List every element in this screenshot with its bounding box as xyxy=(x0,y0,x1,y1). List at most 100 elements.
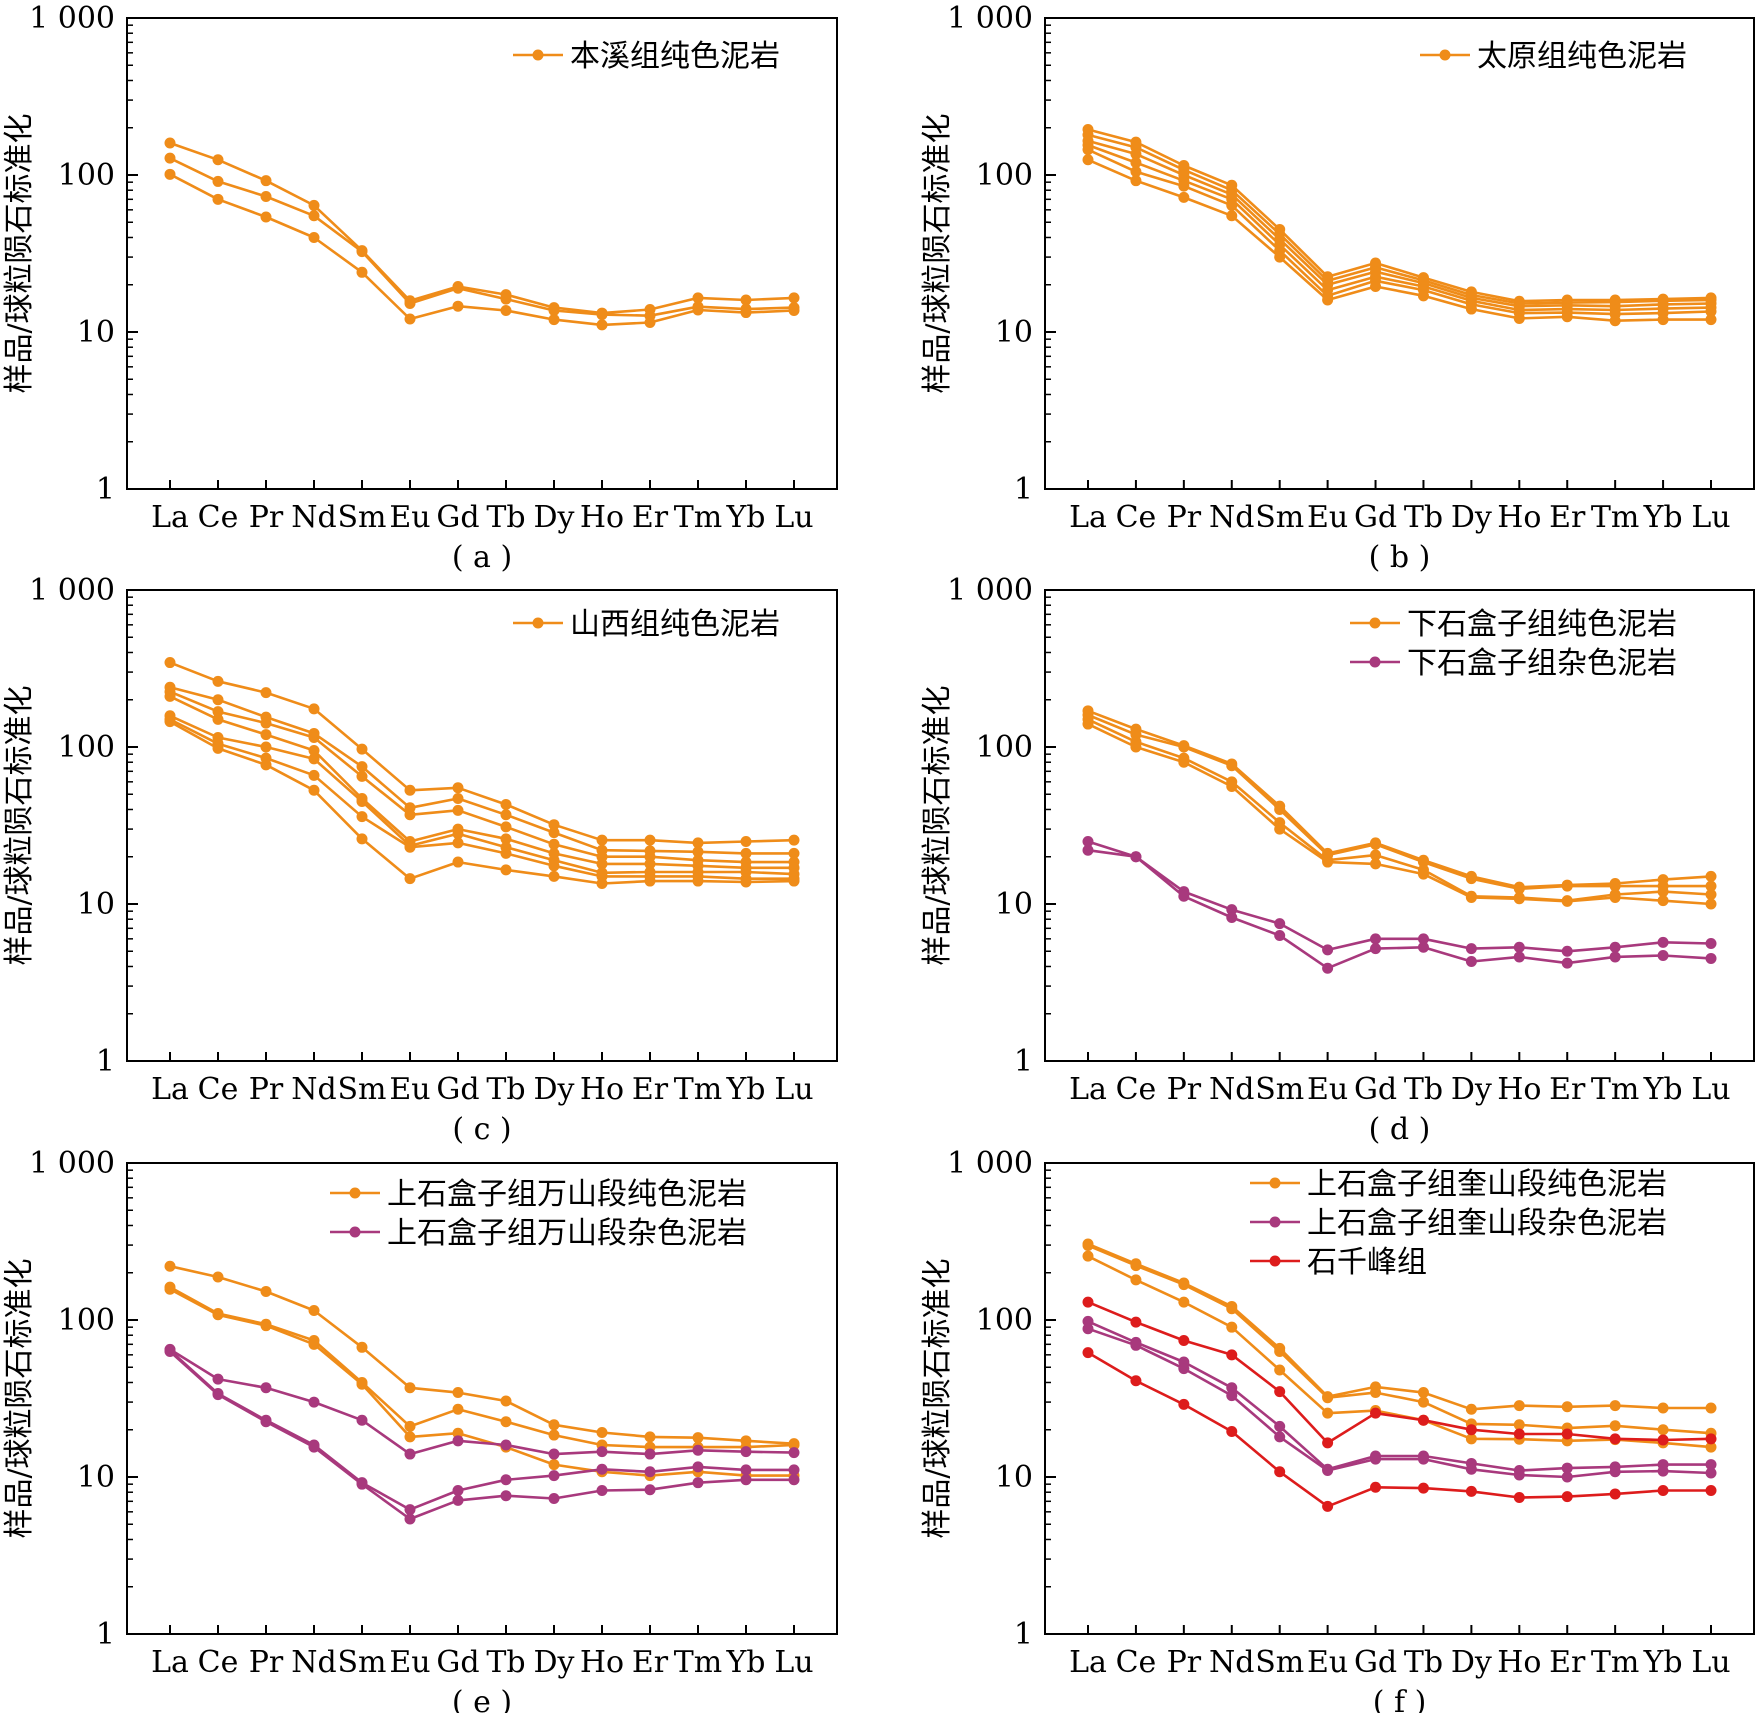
x-tick-label: Gd xyxy=(436,1072,479,1107)
y-axis-label: 样品/球粒陨石标准化 xyxy=(920,685,955,965)
data-point xyxy=(692,1461,704,1473)
data-point xyxy=(740,1464,752,1476)
series-line xyxy=(169,714,795,876)
data-point xyxy=(452,1485,464,1497)
data-point xyxy=(1609,951,1621,963)
data-point xyxy=(1322,944,1334,956)
data-point xyxy=(212,154,224,166)
data-point xyxy=(1705,314,1717,326)
legend-swatch-marker xyxy=(1369,656,1381,668)
y-tick-label: 10 xyxy=(995,1460,1033,1495)
data-point xyxy=(1705,952,1717,964)
data-point xyxy=(692,846,704,858)
data-point xyxy=(1370,1407,1382,1419)
data-point xyxy=(1130,851,1142,863)
data-point xyxy=(260,1382,272,1394)
x-tick-label: Pr xyxy=(249,500,284,535)
series-line xyxy=(169,1349,794,1511)
series-line xyxy=(169,720,795,885)
x-tick-label: Ho xyxy=(1497,1072,1541,1107)
data-point xyxy=(1465,956,1477,968)
data-point xyxy=(164,152,176,164)
data-point xyxy=(1130,148,1142,160)
series-line xyxy=(1087,848,1712,970)
y-tick-label: 1 xyxy=(1014,472,1033,507)
data-point xyxy=(1226,1382,1238,1394)
data-point xyxy=(260,1416,272,1428)
data-point xyxy=(308,769,320,781)
data-point xyxy=(356,743,368,755)
y-tick-label: 1 000 xyxy=(29,1,115,36)
data-point xyxy=(212,1373,224,1385)
data-point xyxy=(452,804,464,816)
series-line xyxy=(1087,1351,1711,1508)
data-point xyxy=(260,175,272,187)
data-point xyxy=(452,1403,464,1415)
data-point xyxy=(260,759,272,771)
legend-swatch-marker xyxy=(1439,49,1451,61)
x-tick-label: Yb xyxy=(725,1645,765,1680)
legend-label: 太原组纯色泥岩 xyxy=(1477,39,1687,74)
data-point xyxy=(260,687,272,699)
data-point xyxy=(260,190,272,202)
data-point xyxy=(308,703,320,715)
data-point xyxy=(1082,1323,1094,1335)
y-tick-label: 100 xyxy=(976,730,1033,765)
data-point xyxy=(1274,823,1286,835)
x-tick-label: Eu xyxy=(1307,1645,1348,1680)
data-point xyxy=(212,1389,224,1401)
data-point xyxy=(164,168,176,180)
legend-label: 上石盒子组奎山段纯色泥岩 xyxy=(1307,1167,1667,1202)
data-point xyxy=(1609,1420,1621,1432)
data-point xyxy=(1130,1316,1142,1328)
data-point xyxy=(404,297,416,309)
x-tick-label: Tm xyxy=(1591,1072,1639,1107)
data-point xyxy=(1705,888,1717,900)
data-point xyxy=(596,1446,608,1458)
data-point xyxy=(1417,1482,1429,1494)
data-point xyxy=(260,1320,272,1332)
data-point xyxy=(356,1378,368,1390)
data-point xyxy=(1465,943,1477,955)
data-point xyxy=(788,305,800,317)
x-tick-label: Dy xyxy=(533,1645,574,1680)
y-tick-label: 1 xyxy=(96,1044,115,1079)
x-tick-label: Tm xyxy=(674,1645,722,1680)
chart-panel-6: La Ce Pr Nd Sm Eu Gd Tb Dy Ho Er Tm Yb Lu 1 10 100 1 000 样… xyxy=(920,1146,1755,1713)
y-tick-label: 10 xyxy=(77,1460,115,1495)
chart-panel-1: La Ce Pr Nd Sm Eu Gd Tb Dy Ho Er Tm Yb Lu 1 10 100 1 000 样… xyxy=(2,1,838,575)
y-tick-label: 10 xyxy=(77,887,115,922)
data-point xyxy=(548,827,560,839)
x-tick-label: Gd xyxy=(436,500,479,535)
x-tick-label: Sm xyxy=(1255,1072,1304,1107)
data-point xyxy=(692,304,704,316)
data-point xyxy=(404,784,416,796)
data-point xyxy=(1417,1396,1429,1408)
data-point xyxy=(1178,1335,1190,1347)
data-point xyxy=(1513,951,1525,963)
data-point xyxy=(452,792,464,804)
data-point xyxy=(1322,856,1334,868)
data-point xyxy=(1082,1296,1094,1308)
data-point xyxy=(740,876,752,888)
series-line xyxy=(1087,158,1711,323)
x-tick-label: Sm xyxy=(338,1645,387,1680)
data-point xyxy=(692,292,704,304)
data-point xyxy=(1513,1428,1525,1440)
data-point xyxy=(1226,912,1238,924)
data-point xyxy=(1465,873,1477,885)
data-point xyxy=(1465,1433,1477,1445)
series-line xyxy=(1087,1244,1712,1435)
series-line xyxy=(1087,722,1712,906)
legend-label: 上石盒子组万山段纯色泥岩 xyxy=(387,1177,747,1212)
series-line xyxy=(169,1350,794,1521)
x-tick-label: Er xyxy=(632,1645,669,1680)
data-point xyxy=(212,706,224,718)
data-point xyxy=(1561,1462,1573,1474)
data-point xyxy=(1226,199,1238,211)
data-point xyxy=(1609,315,1621,327)
series-line xyxy=(169,695,794,870)
data-point xyxy=(404,873,416,885)
data-point xyxy=(164,716,176,728)
data-point xyxy=(1513,1400,1525,1412)
